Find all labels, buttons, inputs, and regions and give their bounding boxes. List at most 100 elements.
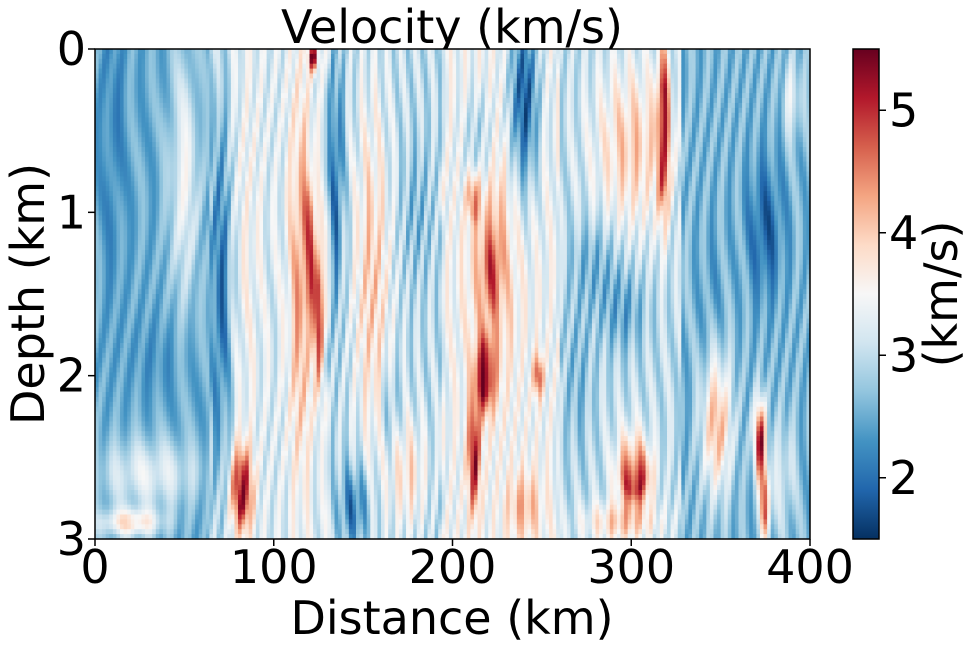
heatmap-cell	[406, 73, 411, 79]
heatmap-cell	[445, 73, 450, 79]
heatmap-cell	[255, 127, 260, 133]
heatmap-cell	[624, 93, 629, 99]
heatmap-cell	[484, 112, 489, 118]
heatmap-cell	[105, 68, 110, 74]
heatmap-cell	[341, 147, 346, 153]
heatmap-cell	[613, 102, 618, 109]
heatmap-cell	[466, 161, 471, 167]
heatmap-cell	[784, 98, 789, 104]
heatmap-cell	[391, 93, 396, 99]
heatmap-cell	[481, 73, 486, 79]
heatmap-cell	[238, 117, 242, 123]
heatmap-cell	[534, 137, 539, 143]
heatmap-cell	[652, 117, 657, 123]
heatmap-cell	[413, 147, 418, 153]
heatmap-cell	[320, 127, 325, 133]
heatmap-cell	[195, 117, 200, 123]
heatmap-cell	[288, 137, 293, 143]
heatmap-cell	[473, 107, 478, 114]
heatmap-cell	[613, 156, 618, 163]
heatmap-cell	[381, 151, 385, 158]
heatmap-cell	[320, 107, 325, 114]
heatmap-cell	[270, 112, 275, 118]
heatmap-cell	[288, 58, 293, 65]
heatmap-cell	[388, 107, 393, 114]
heatmap-cell	[373, 49, 378, 55]
heatmap-cell	[806, 107, 811, 114]
heatmap-cell	[198, 73, 203, 79]
heatmap-cell	[709, 151, 714, 158]
heatmap-cell	[599, 63, 604, 69]
heatmap-cell	[498, 142, 503, 148]
heatmap-cell	[667, 151, 671, 158]
heatmap-cell	[627, 88, 632, 94]
heatmap-cell	[145, 98, 150, 104]
heatmap-cell	[784, 107, 789, 114]
heatmap-cell	[559, 161, 564, 167]
heatmap-cell	[792, 122, 797, 128]
heatmap-cell	[720, 49, 725, 55]
heatmap-cell	[742, 107, 747, 114]
heatmap-cell	[506, 73, 511, 79]
heatmap-cell	[524, 88, 528, 94]
heatmap-cell	[777, 147, 782, 153]
heatmap-cell	[170, 112, 175, 118]
heatmap-cell	[270, 58, 275, 65]
heatmap-cell	[609, 142, 614, 148]
heatmap-cell	[456, 156, 461, 163]
heatmap-cell	[370, 147, 375, 153]
heatmap-cell	[152, 166, 157, 172]
heatmap-cell	[702, 49, 707, 55]
heatmap-cell	[373, 127, 378, 133]
heatmap-cell	[284, 117, 289, 123]
heatmap-cell	[255, 93, 260, 99]
heatmap-cell	[152, 156, 157, 163]
heatmap-cell	[466, 117, 471, 123]
heatmap-cell	[699, 68, 704, 74]
heatmap-cell	[677, 156, 682, 163]
heatmap-cell	[763, 137, 768, 143]
heatmap-cell	[763, 58, 768, 65]
heatmap-cell	[538, 142, 543, 148]
heatmap-cell	[581, 93, 586, 99]
heatmap-cell	[198, 112, 203, 118]
heatmap-cell	[238, 63, 242, 69]
heatmap-cell	[388, 112, 393, 118]
heatmap-cell	[752, 68, 757, 74]
heatmap-cell	[473, 156, 478, 163]
heatmap-cell	[177, 93, 182, 99]
heatmap-cell	[484, 147, 489, 153]
heatmap-cell	[227, 63, 232, 69]
heatmap-cell	[645, 127, 650, 133]
heatmap-cell	[577, 102, 582, 109]
heatmap-cell	[770, 93, 775, 99]
heatmap-cell	[502, 63, 507, 69]
heatmap-cell	[717, 58, 722, 65]
heatmap-cell	[738, 78, 743, 84]
heatmap-cell	[534, 112, 539, 118]
heatmap-cell	[105, 151, 110, 158]
heatmap-cell	[248, 58, 253, 65]
heatmap-cell	[427, 78, 432, 84]
heatmap-cell	[552, 53, 557, 60]
heatmap-cell	[620, 142, 625, 148]
heatmap-cell	[684, 49, 689, 55]
heatmap-cell	[438, 88, 443, 94]
heatmap-cell	[252, 161, 257, 167]
heatmap-cell	[788, 117, 793, 123]
heatmap-cell	[406, 63, 411, 69]
heatmap-cell	[212, 132, 217, 138]
heatmap-cell	[377, 98, 382, 104]
heatmap-cell	[316, 127, 321, 133]
heatmap-cell	[241, 73, 246, 79]
heatmap-cell	[452, 83, 457, 89]
heatmap-cell	[524, 83, 528, 89]
heatmap-cell	[359, 53, 364, 60]
heatmap-cell	[756, 127, 761, 133]
heatmap-cell	[777, 142, 782, 148]
heatmap-cell	[327, 88, 332, 94]
heatmap-cell	[745, 166, 750, 172]
heatmap-cell	[602, 156, 607, 163]
heatmap-cell	[102, 107, 107, 114]
heatmap-cell	[591, 147, 596, 153]
